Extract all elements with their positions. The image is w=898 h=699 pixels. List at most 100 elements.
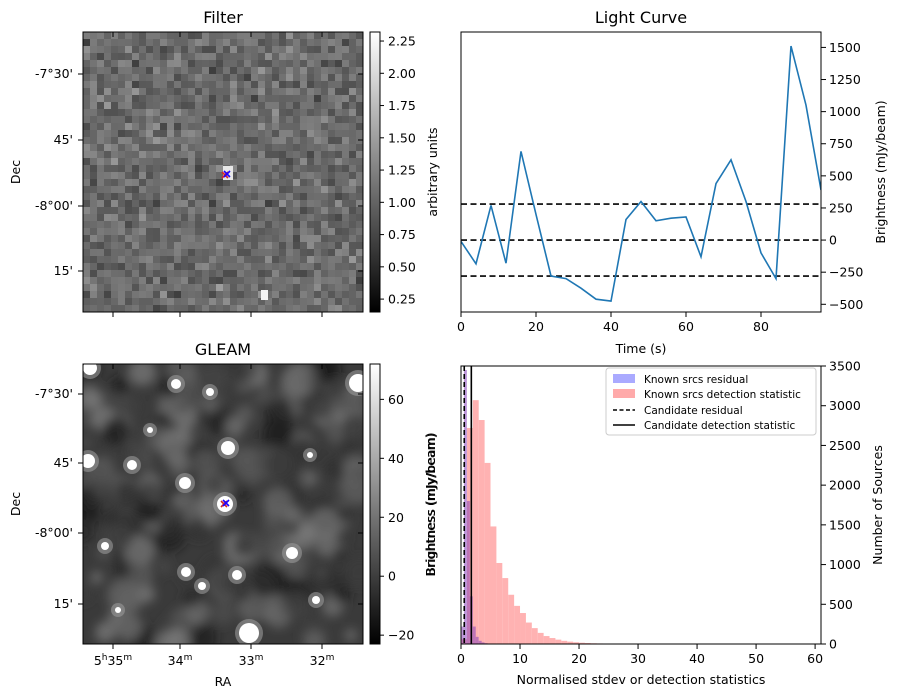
histogram-xtick-label: 30 (630, 651, 646, 666)
legend-box (605, 367, 817, 436)
gleam-ra-tick-4: 32m (310, 653, 335, 668)
gleam-source (312, 596, 320, 604)
gleam-xlabel: RA (215, 674, 232, 689)
histogram-bar-detection (531, 628, 538, 644)
gleam-dec-tick-3: -8°00' (35, 525, 73, 540)
gleam-source (239, 623, 259, 643)
light-curve-ylabel: Brightness (mJy/beam) (873, 100, 888, 243)
gleam-source (179, 477, 191, 489)
light-curve-xtick-label: 0 (457, 319, 465, 334)
colorbar-tick-label: 2.25 (388, 34, 416, 49)
histogram-panel: 0 10 20 30 40 50 60 0 500 1000 1500 2000 2500 3000 350… (423, 359, 885, 688)
light-curve-ytick-label: 0 (829, 233, 837, 248)
histogram-frame (460, 365, 822, 645)
light-curve-xtick-label: 40 (603, 319, 619, 334)
colorbar-tick-label: 20 (388, 510, 404, 525)
light-curve-ytick-label: 1000 (829, 104, 861, 119)
legend-label-candidate-detection: Candidate detection statistic (644, 420, 796, 432)
filter-colorbar (369, 31, 381, 313)
colorbar-tick-label: 60 (388, 392, 404, 407)
filter-panel: Filter -7°30' 45' -8°00' 15' Dec 0.25 0.5… (8, 8, 440, 317)
light-curve-title: Light Curve (595, 8, 687, 27)
gleam-ra-tick-1: 5h35m (94, 653, 132, 668)
light-curve-panel: Light Curve 0 20 40 60 80 −500 −250 0 250 500 750 1… (457, 8, 888, 356)
histogram-ytick-label: 2500 (829, 438, 861, 453)
colorbar-tick-label: 2.00 (388, 66, 416, 81)
histogram-bar-detection (549, 638, 556, 644)
histogram-bar-detection (567, 641, 574, 644)
filter-colorbar-ticks: 0.25 0.50 0.75 1.00 1.25 1.50 1.75 2.00 2.25 (380, 34, 416, 307)
colorbar-tick-label: −20 (388, 628, 414, 643)
histogram-bar-detection (573, 642, 580, 644)
gleam-dec-tick-1: -7°30' (35, 386, 73, 401)
histogram-bar-residual (481, 642, 485, 644)
light-curve-ytick-label: 750 (829, 136, 853, 151)
histogram-bar-detection (496, 562, 503, 644)
light-curve-xtick-label: 60 (678, 319, 694, 334)
histogram-bar-detection (478, 420, 485, 644)
histogram-ytick-label: 2000 (829, 478, 861, 493)
histogram-legend: Known srcs residual Known srcs detection… (605, 367, 817, 436)
gleam-axis-ticks (78, 364, 363, 649)
histogram-ytick-label: 0 (829, 637, 837, 652)
histogram-xtick-label: 10 (512, 651, 528, 666)
histogram-ytick-label: 1000 (829, 557, 861, 572)
histogram-bar-detection (502, 578, 509, 644)
light-curve-xtick-label: 80 (753, 319, 769, 334)
histogram-ticks: 0 10 20 30 40 50 60 0 500 1000 1500 2000 2500 3000 350… (457, 359, 861, 667)
filter-colorbar-label: arbitrary units (425, 127, 440, 216)
histogram-bar-detection (537, 632, 544, 644)
gleam-source (83, 454, 95, 468)
histogram-ytick-label: 3000 (829, 398, 861, 413)
light-curve-ticks: 0 20 40 60 80 −500 −250 0 250 500 750 1000 1250 1500 (457, 40, 863, 334)
filter-frame (82, 31, 364, 313)
histogram-bar-detection (555, 639, 562, 644)
light-curve-series-line (461, 45, 821, 302)
light-curve-ytick-label: 250 (829, 200, 853, 215)
gleam-source (127, 460, 137, 470)
gleam-source (83, 364, 97, 375)
light-curve-ytick-label: 500 (829, 168, 853, 183)
histogram-bar-residual (472, 626, 476, 644)
histogram-ylabel: Number of Sources (870, 445, 885, 565)
gleam-source (232, 570, 242, 580)
legend-label-candidate-residual: Candidate residual (644, 405, 743, 417)
histogram-bar-detection (525, 622, 532, 644)
gleam-source (181, 567, 191, 577)
light-curve-ytick-label: 1500 (829, 40, 861, 55)
colorbar-tick-label: 1.00 (388, 195, 416, 210)
gleam-frame (82, 363, 364, 645)
histogram-bar-residual (478, 640, 482, 644)
gleam-ra-tick-3: 33m (239, 653, 264, 668)
legend-swatch-detection (613, 389, 635, 398)
histogram-bar-residual (475, 636, 479, 644)
filter-candidate-marker (221, 170, 231, 179)
filter-ylabel: Dec (8, 160, 23, 184)
histogram-bar-detection (520, 613, 526, 644)
gleam-source (221, 441, 235, 455)
histogram-bar-detection (508, 594, 515, 644)
colorbar-tick-label: 0.75 (388, 227, 416, 242)
light-curve-ytick-label: −500 (829, 297, 863, 312)
legend-label-residual: Known srcs residual (644, 374, 748, 386)
colorbar-tick-label: 1.25 (388, 163, 416, 178)
histogram-xtick-label: 60 (807, 651, 823, 666)
gleam-image (83, 364, 363, 644)
colorbar-tick-label: 0 (388, 569, 396, 584)
histogram-xtick-label: 40 (689, 651, 705, 666)
light-curve-plot-area (461, 45, 821, 302)
light-curve-xlabel: Time (s) (615, 341, 667, 356)
light-curve-frame (460, 31, 822, 313)
filter-dec-tick-4: 15' (54, 263, 73, 278)
histogram-bar-residual (463, 369, 467, 644)
histogram-xtick-label: 50 (748, 651, 764, 666)
gleam-dec-tick-4: 15' (54, 596, 73, 611)
filter-dec-tick-1: -7°30' (35, 66, 73, 81)
histogram-ytick-label: 3500 (829, 359, 861, 374)
gleam-panel: GLEAM -7°30' 45' -8°00' 15' Dec 5h35m 34… (8, 340, 438, 689)
colorbar-tick-label: 0.25 (388, 292, 416, 307)
histogram-bar-residual (461, 626, 464, 644)
histogram-bar-residual (466, 501, 470, 644)
histogram-bar-detection (514, 605, 521, 644)
